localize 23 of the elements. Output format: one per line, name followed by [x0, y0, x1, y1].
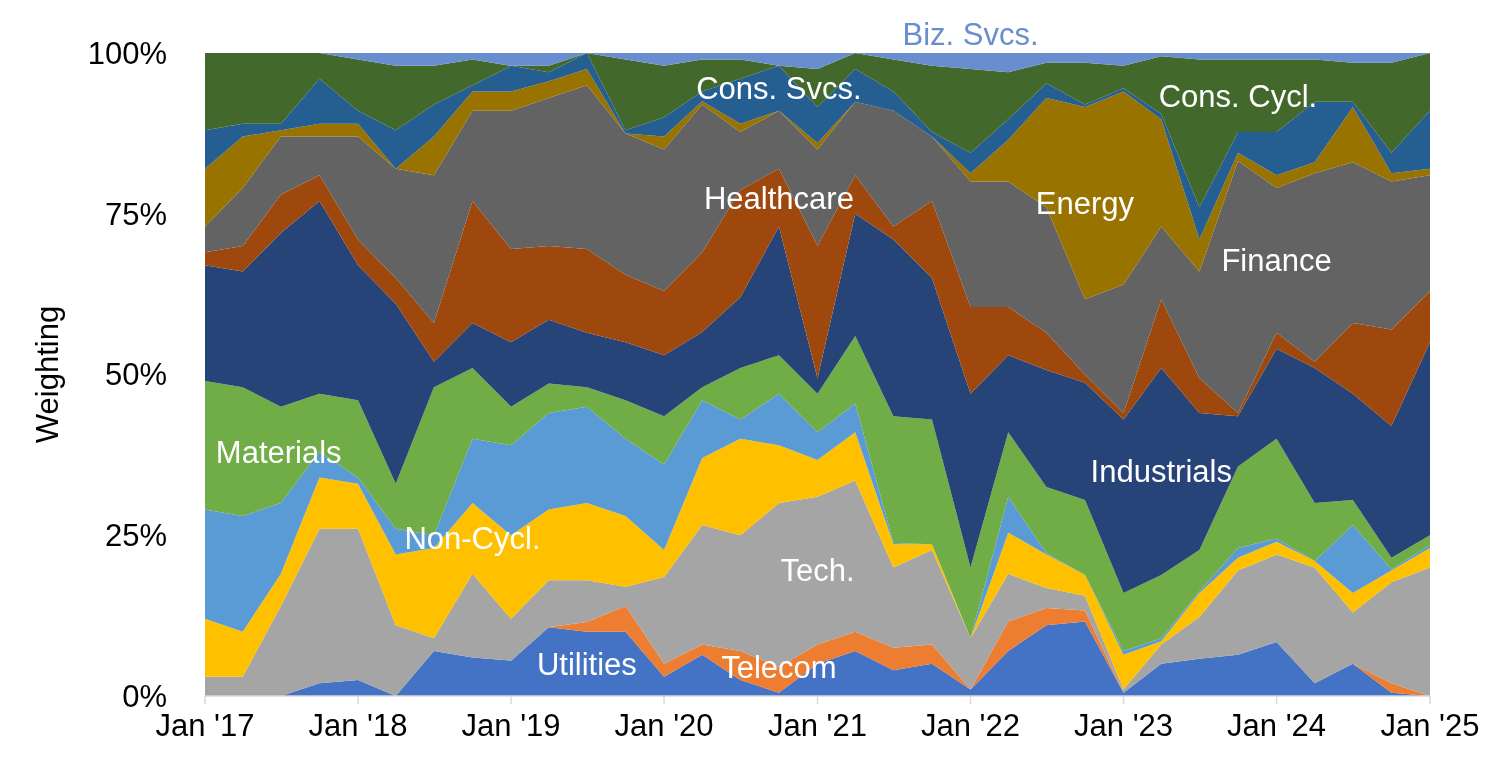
x-tick-label: Jan '21 [768, 708, 867, 743]
x-tick-label: Jan '20 [614, 708, 714, 743]
y-tick-label: 25% [104, 518, 167, 554]
series-label: Industrials [1090, 454, 1232, 490]
series-label: Cons. Cycl. [1158, 78, 1318, 114]
series-label: Energy [1035, 185, 1135, 221]
series-label: Biz. Svcs. [902, 17, 1039, 52]
x-tick-label: Jan '22 [921, 708, 1021, 743]
x-tick-label: Jan '24 [1227, 708, 1327, 743]
series-label: Tech. [780, 553, 855, 589]
series-label: Cons. Svcs. [696, 71, 862, 107]
series-label: Materials [215, 434, 342, 470]
series-label: Finance [1221, 243, 1332, 279]
series-label: Healthcare [703, 180, 854, 216]
x-tick-label: Jan '25 [1380, 708, 1480, 743]
y-tick-label: 100% [87, 35, 167, 71]
x-tick-label: Jan '19 [461, 708, 561, 743]
x-tick-label: Jan '23 [1074, 708, 1174, 743]
series-label: Utilities [536, 646, 637, 682]
y-axis-title: Weighting [30, 305, 65, 444]
y-tick-label: 50% [104, 357, 167, 393]
x-tick-label: Jan '18 [308, 708, 408, 743]
y-tick-label: 75% [104, 196, 167, 232]
